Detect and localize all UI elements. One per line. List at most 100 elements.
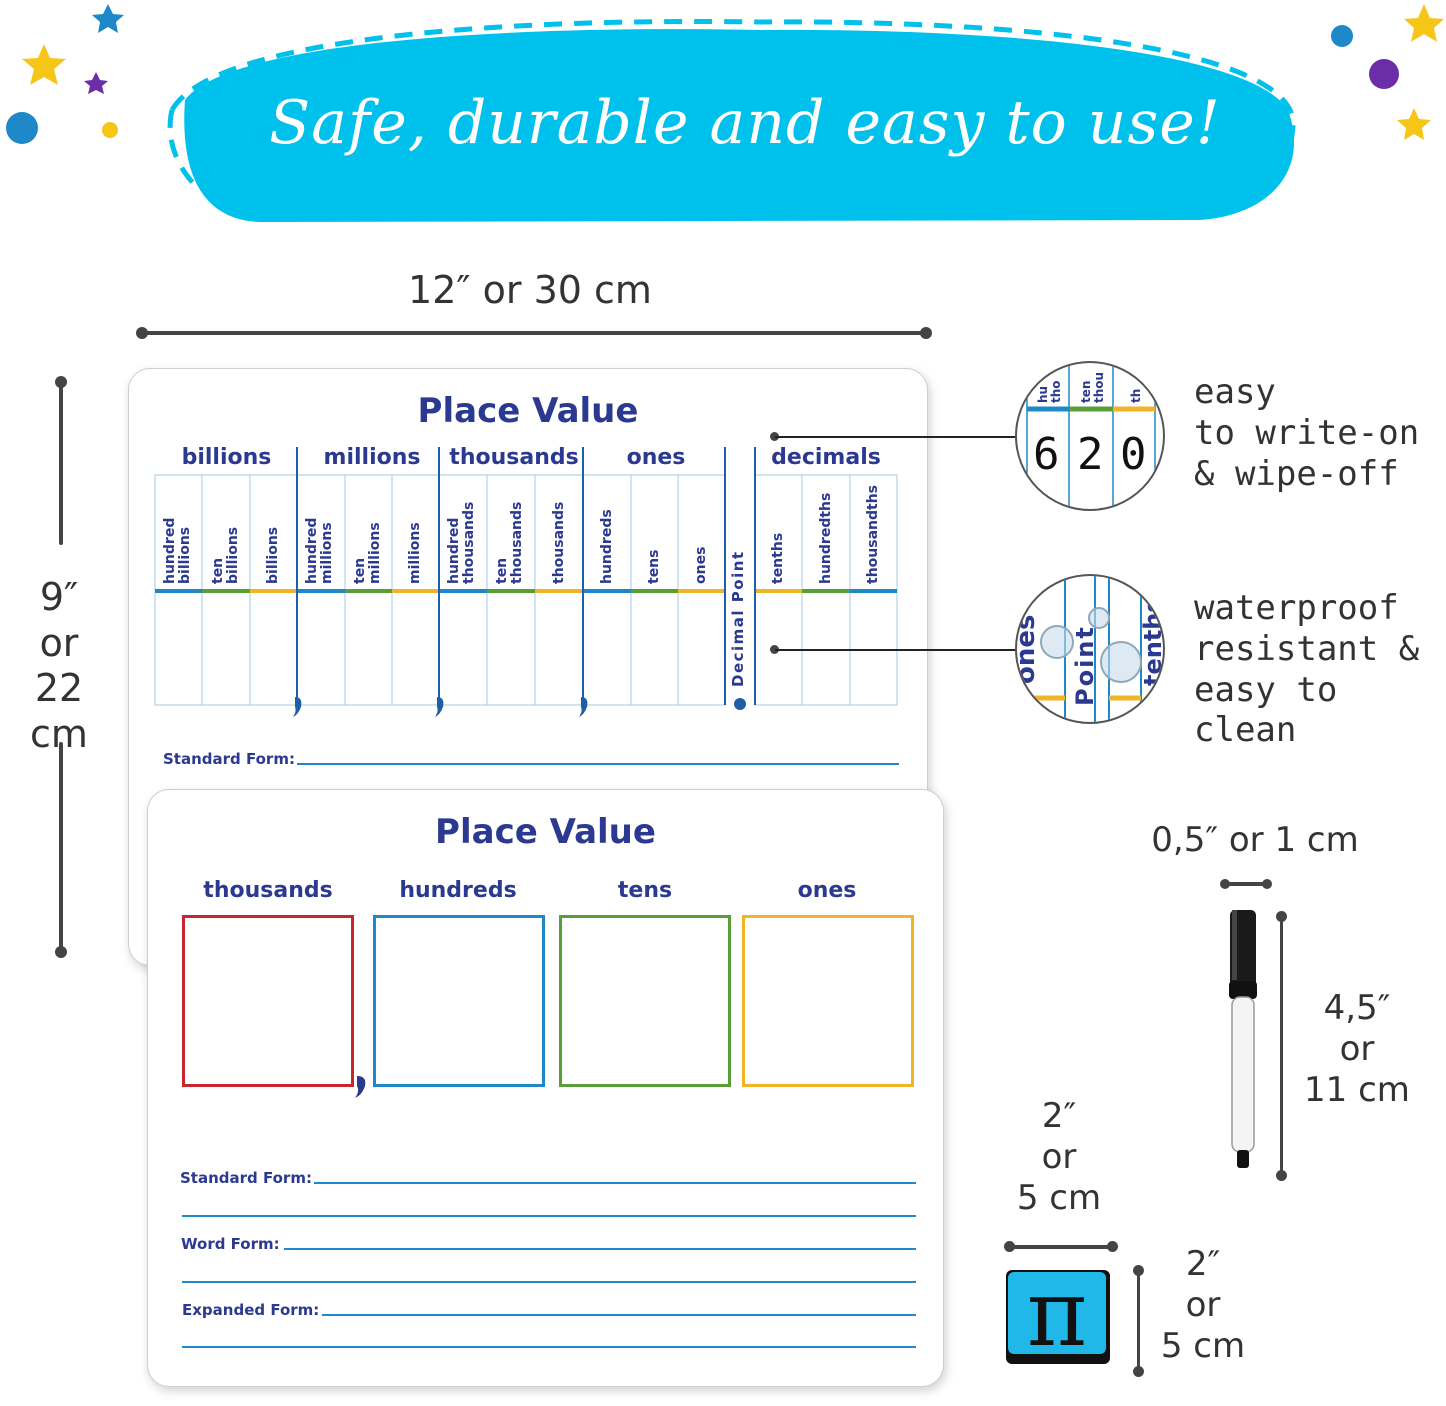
eraser-height-metric: 5 cm (1160, 1325, 1246, 1366)
marker-width-label: 0,5″ or 1 cm (1151, 820, 1359, 860)
place-value-board-small: Place Value thousands hundreds tens ones… (147, 789, 944, 1387)
feature-line: easy (1194, 372, 1276, 412)
marker-length-or: or (1339, 1028, 1375, 1069)
group-ones: ones (626, 445, 686, 470)
star-icon (1397, 108, 1431, 140)
col-hundreds: hundreds (599, 509, 615, 584)
col-ten-millions: ten millions (352, 522, 383, 584)
eraser-height-or: or (1185, 1284, 1221, 1325)
lens-header: th (1129, 388, 1143, 403)
waterproof-zoom: ones Point tenths (1015, 574, 1165, 724)
dim-endpoint (920, 327, 932, 339)
place-value-grid (154, 447, 898, 717)
expanded-form-line (322, 1314, 916, 1316)
board-title: Place Value (417, 391, 639, 431)
dim-endpoint (1004, 1241, 1015, 1252)
dim-endpoint (1220, 879, 1230, 889)
banner-title: Safe, durable and easy to use! (269, 88, 1221, 158)
group-billions: billions (181, 445, 272, 470)
eraser-width-value: 2″ (1041, 1096, 1077, 1136)
star-icon (22, 44, 66, 85)
group-thousands: thousands (449, 445, 579, 470)
board-height-line-bottom (59, 742, 63, 952)
marker-length-value: 4,5″ (1323, 988, 1391, 1028)
dim-endpoint (136, 327, 148, 339)
zoom-grid (1026, 363, 1156, 509)
ones-box (742, 915, 914, 1087)
digit-zero: 0 (1120, 429, 1147, 480)
board-title: Place Value (435, 812, 656, 852)
marker-length-metric: 11 cm (1304, 1069, 1410, 1110)
form-line (182, 1215, 916, 1217)
feature-waterproof: waterproof resistant & easy to clean (1194, 588, 1446, 751)
eraser-width-metric: 5 cm (1016, 1177, 1102, 1218)
dim-endpoint (1276, 1170, 1287, 1181)
standard-form-line (314, 1182, 916, 1184)
marker-width-line (1224, 882, 1268, 886)
dim-endpoint (1276, 911, 1287, 922)
lens-point-label: Point (1071, 625, 1099, 706)
dim-endpoint (1107, 1241, 1118, 1252)
form-line (182, 1281, 916, 1283)
pointer-line-write (775, 436, 1020, 438)
col-hundredths: hundredths (818, 492, 834, 584)
eraser-width-line (1008, 1245, 1114, 1249)
col-tens: tens (646, 549, 662, 585)
pointer-line-water (775, 649, 1020, 651)
standard-form-label: Standard Form: (180, 1169, 312, 1187)
write-wipe-zoom: hu tho ten thou th 6 2 0 (1015, 361, 1165, 511)
banner (6, 4, 1444, 222)
group-millions: millions (323, 445, 421, 470)
board-height-line-top (59, 380, 63, 545)
marker-length-line (1280, 915, 1283, 1175)
eraser-width-label: 2″ or 5 cm (1000, 1096, 1118, 1218)
eraser-top (1008, 1272, 1106, 1354)
eraser-height-line (1137, 1270, 1140, 1370)
expanded-form-label: Expanded Form: (182, 1301, 320, 1319)
feature-line: & wipe-off (1194, 453, 1399, 494)
col-billions: billions (265, 526, 281, 584)
zoom-grid (1017, 576, 1142, 722)
feature-line: to write-on (1194, 412, 1420, 453)
water-drop-icon (1100, 641, 1142, 683)
col-millions: millions (407, 522, 423, 584)
dim-endpoint (1262, 879, 1272, 889)
col-ones-label: ones (797, 878, 857, 903)
eraser-height-label: 2″ or 5 cm (1148, 1244, 1258, 1366)
col-tens-label: tens (617, 878, 673, 903)
pointer-dot (770, 645, 779, 654)
board-height-metric: 22 cm (30, 666, 88, 756)
board-height-value: 9″ (39, 575, 79, 619)
lens-tenths-label: tenths (1139, 598, 1165, 686)
lens-header: hu tho (1036, 380, 1063, 403)
feature-line: easy to clean (1194, 669, 1338, 751)
eraser-height-value: 2″ (1185, 1244, 1221, 1284)
dim-endpoint (1133, 1265, 1144, 1276)
eraser: π (1006, 1260, 1110, 1367)
comma-icon (355, 1076, 366, 1098)
col-ten-billions: ten billions (210, 526, 241, 584)
col-tenths: tenths (770, 532, 786, 584)
standard-form-label: Standard Form: (163, 750, 295, 768)
feature-line: waterproof (1194, 588, 1399, 628)
pointer-dot (770, 432, 779, 441)
word-form-label: Word Form: (181, 1235, 280, 1253)
star-icon (84, 72, 108, 94)
decimal-point-label: Decimal Point (729, 550, 747, 687)
form-line (182, 1346, 916, 1348)
board-width-line (140, 331, 928, 335)
col-ten-thousands: ten thousands (494, 501, 525, 584)
water-drop-icon (1088, 607, 1110, 629)
water-drop-icon (1040, 625, 1074, 659)
tens-box (559, 915, 731, 1087)
col-hundred-billions: hundred billions (162, 517, 193, 584)
col-ones: ones (693, 546, 709, 584)
hundreds-box (373, 915, 545, 1087)
marker-length-label: 4,5″ or 11 cm (1298, 988, 1416, 1110)
col-hundreds-label: hundreds (399, 878, 517, 903)
col-thousands: thousands (551, 501, 567, 584)
digit-two: 2 (1077, 429, 1104, 480)
marker-icon (1229, 910, 1257, 1168)
dim-endpoint (55, 946, 67, 958)
col-hundred-millions: hundred millions (304, 517, 335, 584)
